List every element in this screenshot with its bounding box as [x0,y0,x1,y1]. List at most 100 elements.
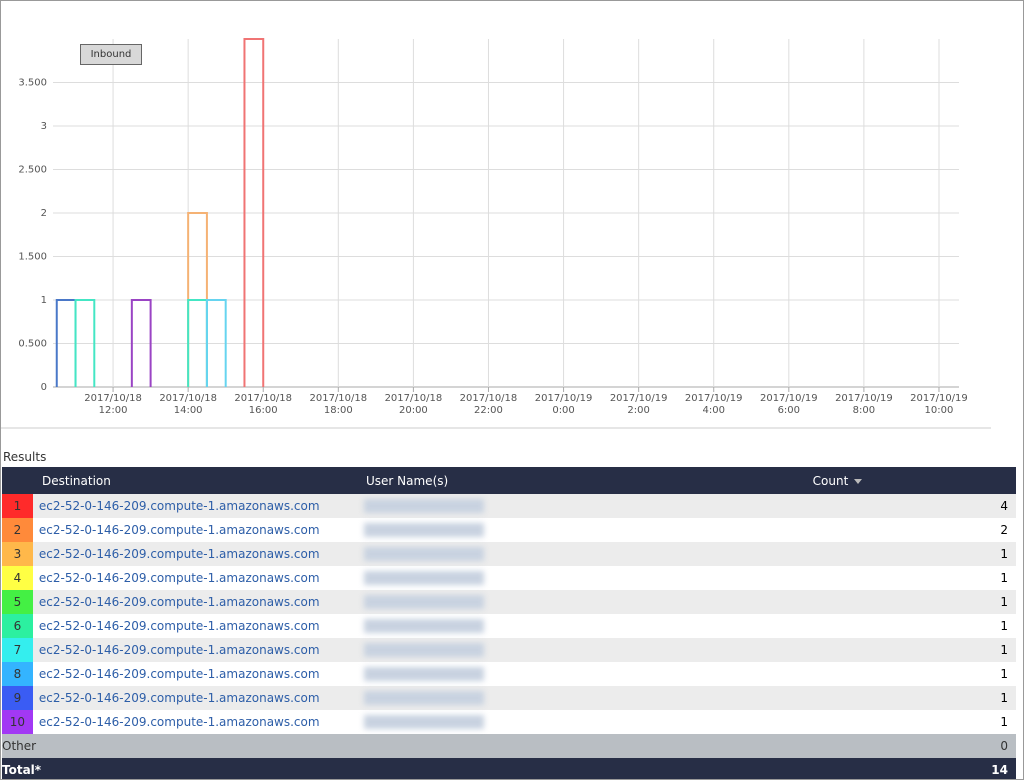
results-label: Results [3,450,47,464]
count-cell: 1 [1000,691,1008,705]
rank-cell: 5 [2,590,33,614]
x-tick-label: 2017/10/18 22:00 [459,393,518,416]
count-cell: 1 [1000,643,1008,657]
column-header[interactable]: Count [812,467,1016,494]
other-row-count: 0 [812,734,1016,758]
user-cell [354,686,813,710]
table-row: 2 ec2-52-0-146-209.compute-1.amazonaws.co… [2,518,1016,542]
user-cell [354,566,813,590]
results-table: Destination User Name(s) Count 1 ec2-52-0… [2,467,1016,779]
user-cell [354,638,813,662]
destination-link[interactable]: ec2-52-0-146-209.compute-1.amazonaws.com [38,595,320,609]
destination-link[interactable]: ec2-52-0-146-209.compute-1.amazonaws.com [38,547,320,561]
destination-link[interactable]: ec2-52-0-146-209.compute-1.amazonaws.com [38,523,320,537]
user-cell [354,614,813,638]
redacted-user [364,523,484,538]
redacted-user [364,691,484,706]
redacted-user [364,715,484,730]
x-tick-label: 2017/10/18 16:00 [234,393,293,416]
rank-cell: 4 [2,566,33,590]
count-cell: 2 [1000,523,1008,537]
inbound-button[interactable]: Inbound [80,44,142,65]
count-cell: 1 [1000,619,1008,633]
x-tick-label: 2017/10/18 20:00 [384,393,443,416]
other-row-label: Other [2,734,813,758]
user-cell [354,542,813,566]
rank-cell: 8 [2,662,33,686]
total-row-count: 14 [812,758,1016,779]
rank-cell: 3 [2,542,33,566]
y-tick-label: 1 [41,295,47,306]
y-tick-label: 0 [41,382,47,393]
x-tick-label: 2017/10/18 18:00 [309,393,368,416]
bar [130,299,152,387]
x-tick-label: 2017/10/19 8:00 [835,393,893,416]
user-cell [354,518,813,542]
y-tick-label: 3 [41,121,47,132]
table-row: 9 ec2-52-0-146-209.compute-1.amazonaws.co… [2,686,1016,710]
y-tick-label: 1.500 [18,252,47,263]
table-row: 8 ec2-52-0-146-209.compute-1.amazonaws.co… [2,662,1016,686]
total-row-label: Total* [2,758,813,779]
table-row: 6 ec2-52-0-146-209.compute-1.amazonaws.co… [2,614,1016,638]
destination-link[interactable]: ec2-52-0-146-209.compute-1.amazonaws.com [38,667,320,681]
destination-link[interactable]: ec2-52-0-146-209.compute-1.amazonaws.com [38,619,320,633]
count-cell: 4 [1000,499,1008,513]
x-tick-label: 2017/10/19 6:00 [759,393,818,416]
other-row: Other 0 [2,734,1016,758]
total-row: Total* 14 [2,758,1016,779]
column-header[interactable]: Destination [2,467,354,494]
table-row: 4 ec2-52-0-146-209.compute-1.amazonaws.co… [2,566,1016,590]
y-tick-label: 2 [41,208,47,219]
column-header-text: Count [812,473,849,488]
x-tick-label: 2017/10/18 12:00 [84,393,142,416]
bar [205,299,227,387]
sort-icon [848,474,862,488]
count-cell: 1 [1000,571,1008,585]
redacted-user [364,499,484,514]
user-cell [354,590,813,614]
bar [243,38,265,387]
rank-cell: 7 [2,638,33,662]
redacted-user [364,571,484,586]
y-tick-label: 0.500 [18,339,47,350]
header-row: Destination User Name(s) Count [2,467,1016,494]
destination-link[interactable]: ec2-52-0-146-209.compute-1.amazonaws.com [38,571,320,585]
rank-cell: 2 [2,518,33,542]
count-cell: 1 [1000,715,1008,729]
column-header[interactable]: User Name(s) [354,467,813,494]
user-cell [354,494,813,518]
destination-link[interactable]: ec2-52-0-146-209.compute-1.amazonaws.com [38,643,320,657]
rank-cell: 1 [2,494,33,518]
table-row: 1 ec2-52-0-146-209.compute-1.amazonaws.co… [2,494,1016,518]
table-row: 3 ec2-52-0-146-209.compute-1.amazonaws.co… [2,542,1016,566]
bar [74,299,96,387]
chart: 0 0.500 1 1.500 2 2.500 3 3.500 [1,38,991,429]
x-tick-label: 2017/10/18 14:00 [159,393,217,416]
user-cell [354,710,813,734]
count-cell: 1 [1000,547,1008,561]
table-row: 5 ec2-52-0-146-209.compute-1.amazonaws.co… [2,590,1016,614]
x-tick-label: 2017/10/19 2:00 [609,393,668,416]
destination-link[interactable]: ec2-52-0-146-209.compute-1.amazonaws.com [38,715,320,729]
table-row: 7 ec2-52-0-146-209.compute-1.amazonaws.co… [2,638,1016,662]
rank-cell: 10 [2,710,33,734]
x-tick-label: 2017/10/19 0:00 [534,393,593,416]
rank-cell: 9 [2,686,33,710]
y-tick-label: 2.500 [18,165,47,176]
redacted-user [364,667,484,682]
count-cell: 1 [1000,595,1008,609]
redacted-user [364,643,484,658]
destination-link[interactable]: ec2-52-0-146-209.compute-1.amazonaws.com [38,499,320,513]
destination-link[interactable]: ec2-52-0-146-209.compute-1.amazonaws.com [38,691,320,705]
table-row: 10 ec2-52-0-146-209.compute-1.amazonaws.c… [2,710,1016,734]
rank-cell: 6 [2,614,33,638]
x-tick-label: 2017/10/19 4:00 [684,393,743,416]
count-cell: 1 [1000,667,1008,681]
user-cell [354,662,813,686]
redacted-user [364,547,484,562]
x-tick-label: 2017/10/19 10:00 [910,393,968,416]
y-tick-label: 3.500 [18,78,47,89]
redacted-user [364,595,484,610]
